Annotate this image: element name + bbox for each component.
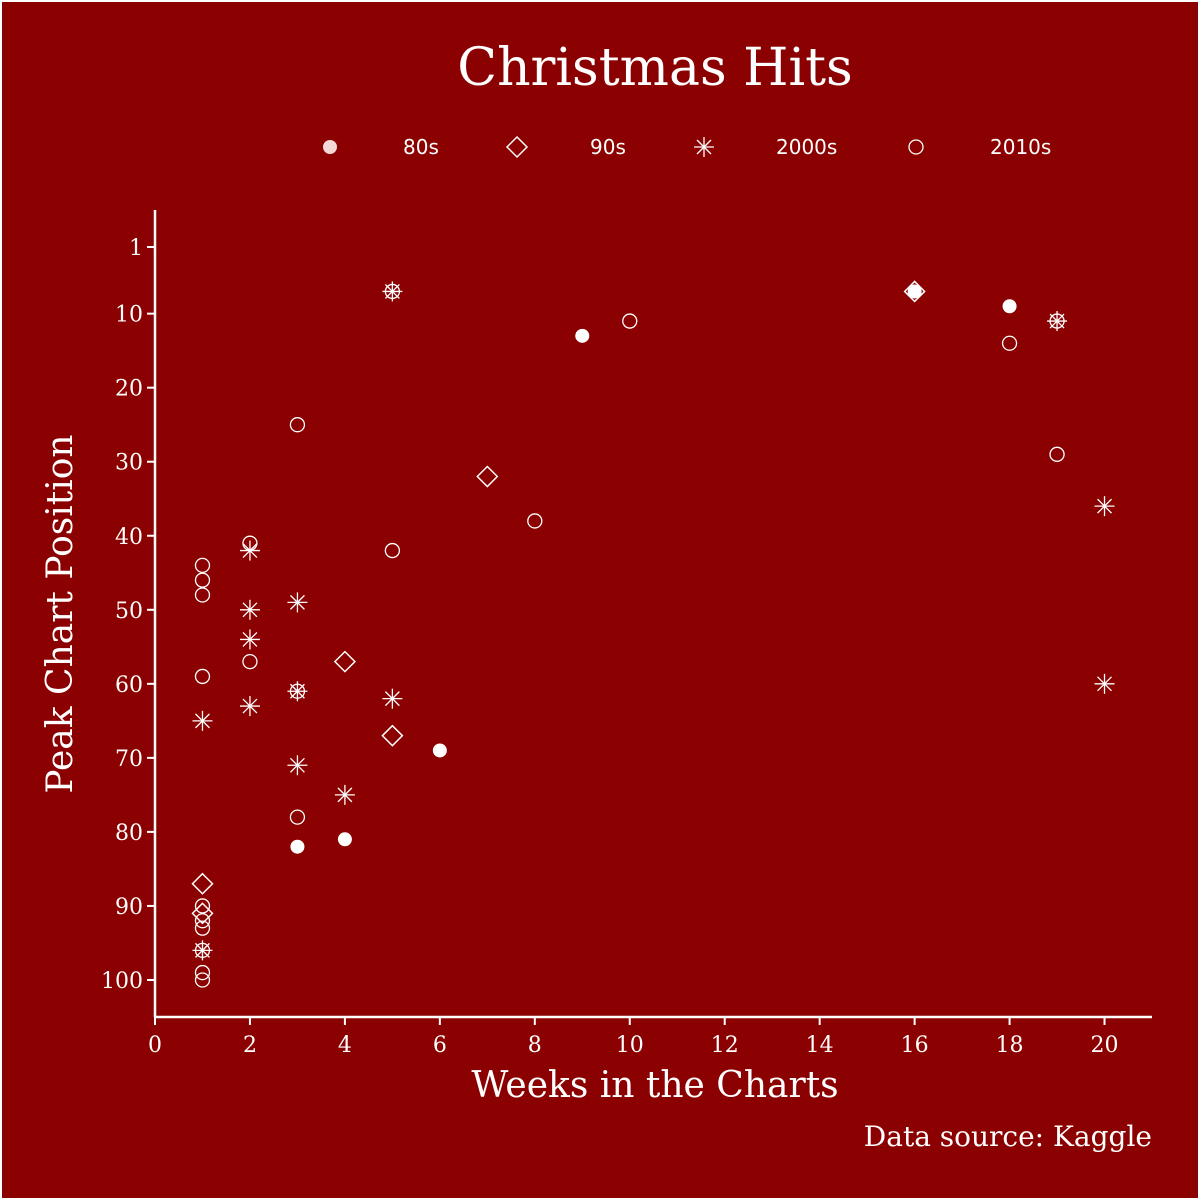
point-2010s bbox=[194, 920, 211, 936]
point-2010s bbox=[194, 913, 211, 929]
caption: Data source: Kaggle bbox=[864, 1120, 1152, 1153]
point-90s bbox=[903, 280, 926, 303]
point-2010s bbox=[194, 972, 211, 988]
x-tick-label: 4 bbox=[338, 1033, 352, 1058]
point-2010s bbox=[242, 653, 258, 670]
legend-marker-2000s bbox=[694, 137, 714, 157]
y-axis-title: Peak Chart Position bbox=[40, 434, 81, 793]
point-2010s bbox=[384, 283, 401, 300]
y-tick-label: 40 bbox=[115, 525, 143, 550]
point-2000s bbox=[239, 629, 260, 650]
point-90s bbox=[191, 872, 214, 895]
legend-label-90s: 90s bbox=[590, 135, 626, 159]
chart-title: Christmas Hits bbox=[457, 38, 852, 98]
legend: 80s 90s 2000s 2010s bbox=[323, 135, 1051, 159]
point-80s bbox=[907, 284, 922, 299]
point-2010s bbox=[289, 683, 306, 699]
point-2010s bbox=[194, 964, 211, 981]
legend-label-2010s: 2010s bbox=[990, 135, 1051, 159]
point-2000s bbox=[287, 592, 308, 613]
point-2010s bbox=[242, 535, 258, 551]
legend-item-90s: 90s bbox=[505, 135, 626, 159]
point-2010s bbox=[384, 542, 401, 559]
legend-marker-90s bbox=[505, 135, 529, 159]
point-2010s bbox=[527, 513, 543, 529]
point-90s bbox=[333, 650, 356, 673]
y-tick-label: 100 bbox=[101, 969, 143, 994]
point-2010s bbox=[289, 417, 306, 433]
point-2000s bbox=[334, 784, 355, 805]
x-tick-label: 0 bbox=[148, 1033, 162, 1058]
x-tick-label: 8 bbox=[528, 1033, 542, 1058]
x-tick-label: 18 bbox=[996, 1033, 1024, 1058]
data-points bbox=[191, 280, 1115, 988]
point-2010s bbox=[194, 942, 211, 959]
point-2010s bbox=[1049, 446, 1065, 462]
y-tick-label: 90 bbox=[115, 895, 143, 920]
y-tick-label: 30 bbox=[115, 451, 143, 476]
point-2010s bbox=[1001, 335, 1018, 351]
point-2010s bbox=[1049, 313, 1065, 329]
series-80s bbox=[290, 284, 1017, 854]
y-tick-label: 70 bbox=[115, 747, 143, 772]
point-2010s bbox=[194, 898, 211, 914]
point-2000s bbox=[1094, 496, 1115, 517]
legend-marker-2010s bbox=[908, 139, 924, 155]
series-90s bbox=[191, 280, 926, 925]
legend-item-80s: 80s bbox=[323, 135, 439, 159]
point-2000s bbox=[239, 599, 260, 620]
point-90s bbox=[476, 465, 499, 488]
x-tick-label: 2 bbox=[243, 1033, 257, 1058]
x-tick-label: 16 bbox=[901, 1033, 929, 1058]
y-axis: 1 10 20 30 40 50 60 70 80 90 100 bbox=[101, 210, 157, 1017]
y-tick-label: 20 bbox=[115, 377, 143, 402]
point-2010s bbox=[194, 572, 211, 588]
x-axis: 0 2 4 6 8 10 12 14 16 18 20 bbox=[148, 1015, 1152, 1058]
point-2000s bbox=[287, 755, 308, 776]
y-tick-label: 50 bbox=[115, 599, 143, 624]
point-80s bbox=[432, 743, 447, 758]
x-tick-label: 14 bbox=[806, 1033, 834, 1058]
y-tick-label: 10 bbox=[115, 303, 143, 328]
legend-item-2010s: 2010s bbox=[908, 135, 1051, 159]
series-2010s bbox=[194, 283, 1065, 988]
point-2010s bbox=[289, 809, 306, 825]
x-axis-title: Weeks in the Charts bbox=[471, 1065, 838, 1106]
point-90s bbox=[381, 724, 404, 747]
point-2000s bbox=[382, 688, 403, 709]
point-80s bbox=[1002, 299, 1017, 314]
x-tick-label: 12 bbox=[711, 1033, 739, 1058]
legend-item-2000s: 2000s bbox=[694, 135, 837, 159]
point-2010s bbox=[622, 313, 638, 329]
point-2000s bbox=[1094, 673, 1115, 694]
legend-label-2000s: 2000s bbox=[776, 135, 837, 159]
point-2000s bbox=[239, 696, 260, 717]
point-2010s bbox=[194, 557, 211, 574]
point-2010s bbox=[194, 668, 211, 685]
legend-marker-80s bbox=[323, 140, 337, 154]
point-2010s bbox=[194, 587, 211, 603]
point-80s bbox=[290, 839, 305, 854]
point-2000s bbox=[192, 710, 213, 731]
point-80s bbox=[337, 832, 352, 847]
legend-label-80s: 80s bbox=[403, 135, 439, 159]
x-tick-label: 20 bbox=[1091, 1033, 1119, 1058]
y-tick-label: 1 bbox=[129, 236, 143, 261]
y-tick-label: 60 bbox=[115, 673, 143, 698]
y-tick-label: 80 bbox=[115, 821, 143, 846]
point-80s bbox=[575, 328, 590, 343]
x-tick-label: 10 bbox=[616, 1033, 644, 1058]
point-90s bbox=[191, 902, 214, 925]
x-tick-label: 6 bbox=[433, 1033, 447, 1058]
